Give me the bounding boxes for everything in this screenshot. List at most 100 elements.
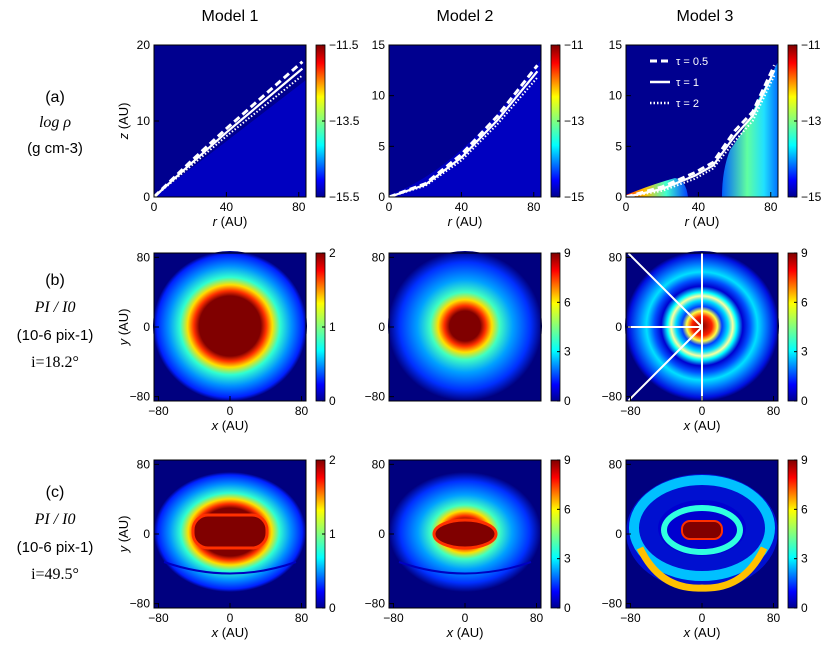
panel-c2-core [432, 518, 498, 550]
x-tick-label: 80 [530, 611, 544, 625]
colorbar-tick-label: 9 [801, 453, 808, 467]
y-tick-label: 10 [609, 89, 623, 103]
row-label-c-quantity: PI / I0 [34, 511, 76, 528]
y-tick-label: 0 [378, 527, 385, 541]
axes-p10: −80 0 80 −80 0 80 x (AU) y (AU) 2 1 0 [116, 246, 336, 433]
x-tick-label: 80 [295, 404, 309, 418]
y-tick-label: 10 [372, 89, 386, 103]
colorbar-tick-label: −11 [564, 38, 584, 52]
axes-p02: τ = 0.5 τ = 1 τ = 2 0 40 80 0 5 10 15 r (AU) −11 −13… [609, 38, 822, 229]
legend-label-1: τ = 1 [676, 77, 699, 89]
colorbar-tick-label: 2 [329, 246, 336, 260]
axes-p20: −80 0 80 −80 0 80 x (AU) y (AU) 2 1 0 [116, 453, 336, 640]
x-tick-label: 40 [220, 200, 234, 214]
x-axis-label: x (AU) [211, 418, 249, 433]
panel-a3-outer-disk [722, 62, 778, 197]
panel-b-model-1 [153, 251, 307, 401]
colorbar-tick-label: 6 [801, 502, 808, 516]
colorbar-tick-label: −13.5 [329, 114, 360, 128]
x-axis-label: x (AU) [683, 625, 721, 640]
row-label-a-units: (g cm-3) [27, 140, 83, 157]
y-axis-label: y (AU) [116, 516, 131, 554]
colorbar-tick-label: 3 [801, 552, 808, 566]
x-tick-label: 0 [227, 611, 234, 625]
row-label-c-inclination: i=49.5° [31, 566, 79, 583]
x-axis-label: r (AU) [685, 214, 720, 229]
column-title-model-1: Model 1 [202, 8, 259, 25]
axes-p22: −80 0 80 −80 0 80 x (AU) 9 6 3 0 [602, 453, 808, 640]
tau-2-curve [388, 76, 539, 198]
colorbar [787, 459, 798, 609]
x-axis-label: x (AU) [446, 625, 484, 640]
cut-line-225deg [627, 326, 703, 402]
colorbar-tick-label: 6 [564, 502, 571, 516]
y-tick-label: 0 [378, 320, 385, 334]
y-tick-label: 80 [372, 250, 386, 264]
panel-b3-cut-lines [627, 252, 703, 402]
x-tick-label: 80 [764, 200, 778, 214]
y-tick-label: 15 [609, 38, 623, 52]
colorbar-tick-label: 0 [329, 394, 336, 408]
y-tick-label: 10 [137, 114, 151, 128]
row-label-a: (a) log ρ (g cm-3) [27, 89, 83, 157]
y-tick-label: 15 [372, 38, 386, 52]
cut-line-135deg [627, 252, 703, 328]
axes-p00: 0 40 80 0 10 20 r (AU) z (AU) −11.5 −13.5 −15.5 [116, 38, 360, 229]
colorbar-tick-label: −15 [564, 190, 585, 204]
row-label-b: (b) PI / I0 (10-6 pix-1) i=18.2° [17, 272, 94, 371]
panel-c3-core [681, 520, 723, 540]
legend-label-0: τ = 0.5 [676, 56, 708, 68]
y-tick-label: 0 [143, 320, 150, 334]
x-tick-label: −80 [620, 611, 641, 625]
x-axis-label: x (AU) [683, 418, 721, 433]
panel-c-model-3 [626, 460, 778, 608]
colorbar-tick-label: 0 [801, 394, 808, 408]
colorbar-tick-label: 0 [564, 601, 571, 615]
colorbar-tick-label: 9 [564, 246, 571, 260]
colorbar-tick-label: −15.5 [329, 190, 360, 204]
colorbar-tick-label: −15 [801, 190, 822, 204]
y-tick-label: 0 [143, 527, 150, 541]
row-label-b-units: (10-6 pix-1) [17, 327, 94, 344]
colorbar [550, 252, 561, 402]
y-axis-label: y (AU) [116, 309, 131, 347]
colorbar-tick-label: 3 [801, 345, 808, 359]
colorbar-tick-label: 6 [564, 295, 571, 309]
x-tick-label: 80 [767, 611, 781, 625]
x-tick-label: 0 [623, 200, 630, 214]
panel-c3-outer-ring-bright-edge [636, 546, 768, 592]
column-title-model-3: Model 3 [677, 8, 734, 25]
row-label-b-quantity: PI / I0 [34, 299, 76, 316]
panel-c-model-1 [154, 460, 306, 608]
tau-2-curve [625, 74, 776, 198]
tau-0.5-curve [152, 60, 304, 199]
plot-frame [388, 44, 542, 198]
y-tick-label: −80 [365, 390, 386, 404]
plot-frame [625, 44, 779, 198]
panel-b-model-2 [388, 251, 542, 401]
x-axis-label: x (AU) [211, 625, 249, 640]
colorbar [550, 459, 561, 609]
y-tick-label: 80 [372, 457, 386, 471]
panel-c3-inner-ring [661, 505, 743, 555]
row-label-c: (c) PI / I0 (10-6 pix-1) i=49.5° [17, 484, 94, 583]
column-title-model-2: Model 2 [437, 8, 494, 25]
colorbar-tick-label: −13 [801, 114, 822, 128]
colorbar-tick-label: 6 [801, 295, 808, 309]
x-axis-label: r (AU) [213, 214, 248, 229]
tau-1-curve [625, 69, 776, 199]
x-tick-label: 0 [386, 200, 393, 214]
tau-0.5-curve [625, 64, 776, 199]
legend-label-2: τ = 2 [676, 98, 699, 110]
panel-a1-disk [154, 80, 306, 197]
y-tick-label: 80 [609, 457, 623, 471]
panel-c3-outer-ring [629, 475, 775, 581]
panel-c1-far-rim [163, 561, 297, 575]
colorbar [787, 252, 798, 402]
colorbar-tick-label: −11 [801, 38, 821, 52]
row-label-c-id: (c) [46, 484, 65, 501]
x-tick-label: −80 [148, 404, 169, 418]
colorbar-tick-label: 9 [801, 246, 808, 260]
